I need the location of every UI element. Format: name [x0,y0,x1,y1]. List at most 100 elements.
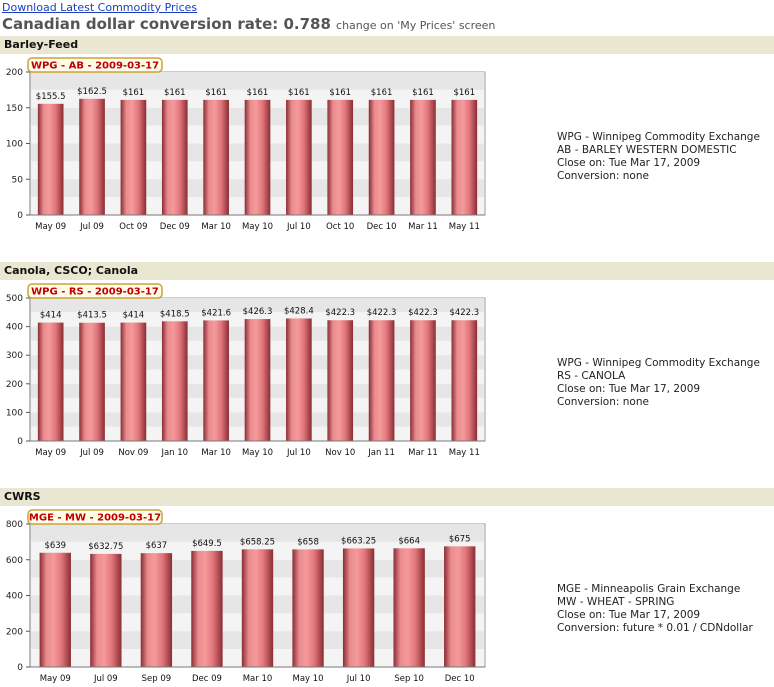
x-tick-label: May 10 [242,222,273,232]
grid-band [31,298,484,313]
y-tick-label: 0 [17,211,23,221]
x-tick-label: Jul 09 [79,448,104,458]
y-tick-label: 50 [12,175,24,185]
x-tick-label: Mar 11 [408,448,438,458]
bar [451,99,478,215]
x-tick-label: May 09 [40,674,71,684]
bar [286,99,312,215]
y-tick-label: 200 [6,627,23,637]
chart-title: WPG - RS - 2009-03-17 [31,287,159,298]
bar-value-label: $658 [297,537,319,547]
bar [161,321,188,441]
close-date: Close on: Tue Mar 17, 2009 [557,157,701,169]
bar [39,552,71,667]
x-tick-label: Mar 10 [243,674,273,684]
y-tick-label: 800 [6,520,23,530]
x-tick-label: Dec 09 [192,674,222,684]
bar-value-label: $161 [453,88,475,98]
y-tick-label: 0 [17,437,23,447]
y-tick-label: 500 [6,294,23,304]
bar [140,553,173,667]
bar [120,99,147,215]
price-chart: 0 100 200 300 400 500 $414 May 09 $413.5 Jul 09 $4… [6,283,486,458]
bar [368,99,395,215]
bar [410,99,436,215]
x-tick-label: May 09 [35,222,66,232]
bar-value-label: $663.25 [341,536,376,546]
chart-title: WPG - AB - 2009-03-17 [31,61,159,72]
chart-title-tab [27,509,163,525]
grid-band [31,72,484,90]
y-tick-label: 200 [6,380,23,390]
x-tick-label: Sep 09 [142,674,172,684]
bar-value-label: $155.5 [36,92,66,102]
x-tick-label: Oct 10 [326,222,354,232]
bar-value-label: $418.5 [160,309,190,319]
bar [161,99,188,215]
x-tick-label: May 11 [449,448,480,458]
y-tick-label: 400 [6,323,23,333]
grid-band [31,524,484,542]
bar-value-label: $639 [44,541,66,551]
exchange-info: MGE - Minneapolis Grain Exchange MW - WH… [557,583,753,635]
bar-value-label: $414 [40,311,62,321]
bar [327,99,354,215]
download-prices-link[interactable]: Download Latest Commodity Prices [2,1,198,14]
price-chart: 0 50 100 150 200 $155.5 May 09 $162.5 Jul 09 $161… [6,57,486,232]
exchange-name: WPG - Winnipeg Commodity Exchange [557,131,760,143]
x-tick-label: Dec 09 [160,222,190,232]
conversion-rate-note: change on 'My Prices' screen [336,19,496,32]
x-tick-label: Jan 11 [367,448,395,458]
x-tick-label: Sep 10 [394,674,424,684]
bar [79,98,105,215]
bar [342,548,375,667]
bar [203,320,229,441]
commodity-name: MW - WHEAT - SPRING [557,596,675,608]
bar-value-label: $422.3 [367,308,397,318]
bar-value-label: $658.25 [240,537,275,547]
conversion-info: Conversion: future * 0.01 / CDNdollar [557,622,753,634]
section-header: Canola, CSCO; Canola [0,262,774,280]
bar [203,99,229,215]
bar [244,99,271,215]
bar-value-label: $422.3 [408,308,438,318]
bar-value-label: $413.5 [77,311,107,321]
bar-value-label: $675 [449,534,471,544]
bar-value-label: $161 [123,88,145,98]
x-tick-label: Jul 10 [286,448,311,458]
bar-value-label: $161 [329,88,351,98]
y-tick-label: 150 [6,104,23,114]
bar-value-label: $162.5 [77,87,107,97]
y-tick-label: 300 [6,351,23,361]
bar [327,320,354,441]
x-tick-label: May 11 [449,222,480,232]
close-date: Close on: Tue Mar 17, 2009 [557,609,701,621]
x-tick-label: Dec 10 [367,222,397,232]
bar [444,546,476,667]
bar-value-label: $161 [288,88,310,98]
bar-value-label: $637 [146,541,168,551]
bar [37,103,64,215]
bar-value-label: $161 [205,88,227,98]
bar [241,549,274,667]
close-date: Close on: Tue Mar 17, 2009 [557,383,701,395]
y-tick-label: 100 [6,408,23,418]
conversion-rate-label: Canadian dollar conversion rate: 0.788 [2,15,331,33]
bar-value-label: $161 [412,88,434,98]
bar [292,549,324,667]
bar [393,548,425,667]
x-tick-label: Dec 10 [445,674,475,684]
chart-title: MGE - MW - 2009-03-17 [29,513,161,524]
section-header: Barley-Feed [0,36,774,54]
bar-value-label: $664 [398,536,420,546]
bar-value-label: $426.3 [243,307,273,317]
bar [244,319,271,441]
bar [368,320,395,441]
y-tick-label: 400 [6,592,23,602]
section-header: CWRS [0,488,774,506]
bar [410,320,436,441]
bar-value-label: $414 [123,311,145,321]
x-tick-label: Jan 10 [160,448,188,458]
conversion-info: Conversion: none [557,396,649,408]
bar [286,318,312,441]
